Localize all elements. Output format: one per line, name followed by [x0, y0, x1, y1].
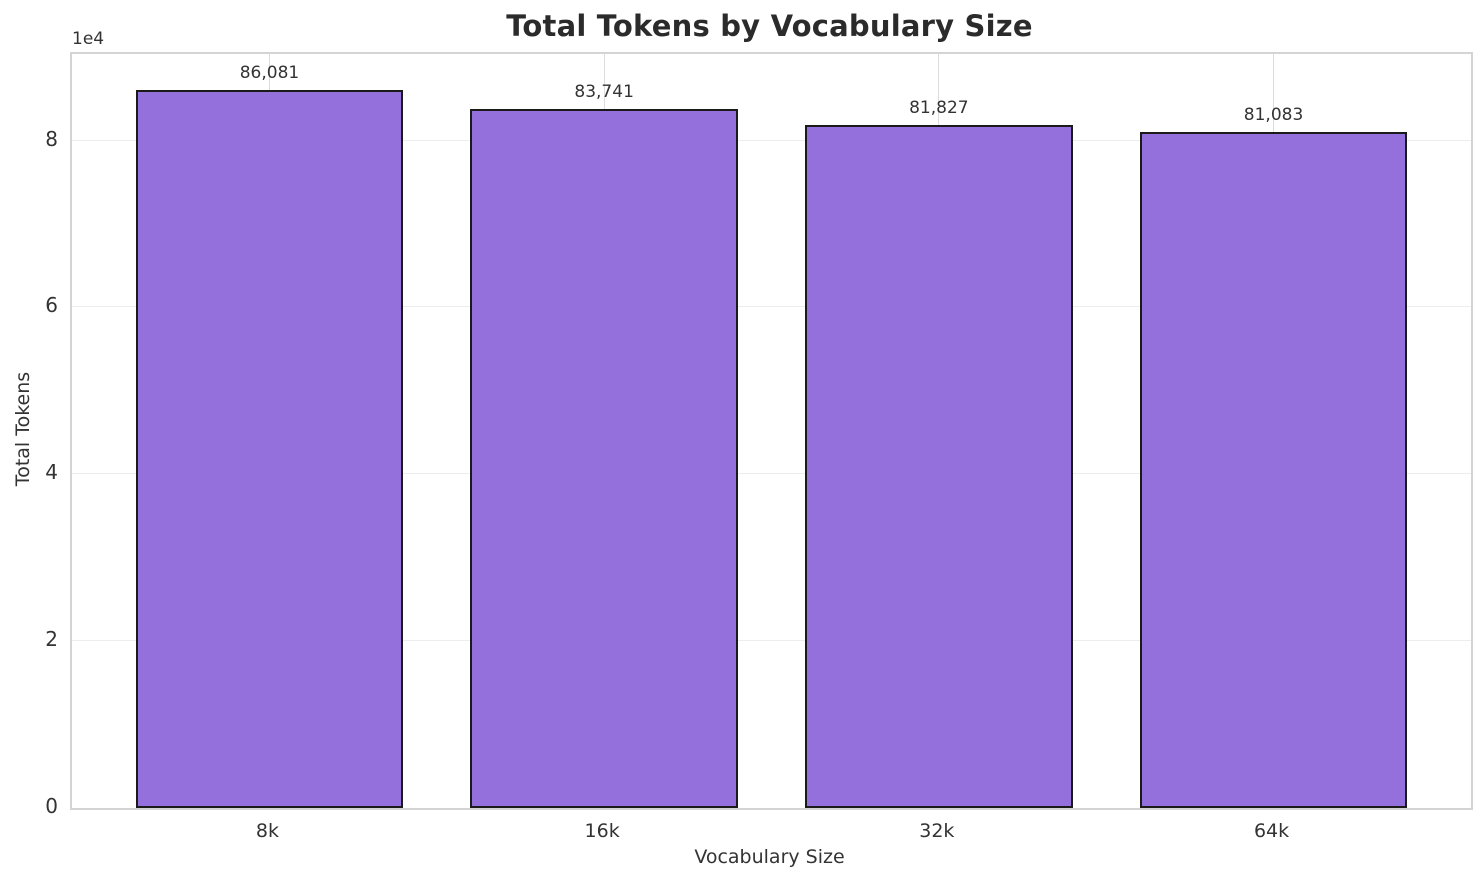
- y-tick-label: 8: [45, 126, 58, 151]
- bar: [135, 89, 404, 808]
- bar: [470, 109, 739, 808]
- h-gridline: [72, 139, 1471, 141]
- h-gridline: [72, 473, 1471, 475]
- x-tick-label: 16k: [584, 820, 620, 842]
- bar: [804, 125, 1073, 808]
- bar-value-label: 86,081: [239, 62, 300, 83]
- x-tick-label: 8k: [255, 820, 279, 842]
- y-tick-label: 2: [45, 627, 58, 652]
- y-tick-label: 6: [45, 293, 58, 318]
- h-gridline: [72, 306, 1471, 308]
- x-tick-label: 32k: [919, 820, 955, 842]
- chart-title: Total Tokens by Vocabulary Size: [506, 9, 1033, 43]
- plot-area: 86,081 83,741 81,827 81,083: [70, 52, 1473, 810]
- y-tick-label: 4: [45, 460, 58, 485]
- bar-value-label: 81,083: [1243, 104, 1304, 125]
- bar: [1139, 131, 1408, 808]
- bar-value-label: 81,827: [909, 98, 969, 119]
- h-gridline: [72, 640, 1471, 642]
- y-axis-offset-text: 1e4: [72, 29, 105, 49]
- bar-value-label: 83,741: [574, 82, 634, 103]
- y-tick-label: 0: [45, 794, 58, 818]
- x-tick-label: 64k: [1253, 820, 1290, 842]
- x-axis-label: Vocabulary Size: [694, 846, 845, 868]
